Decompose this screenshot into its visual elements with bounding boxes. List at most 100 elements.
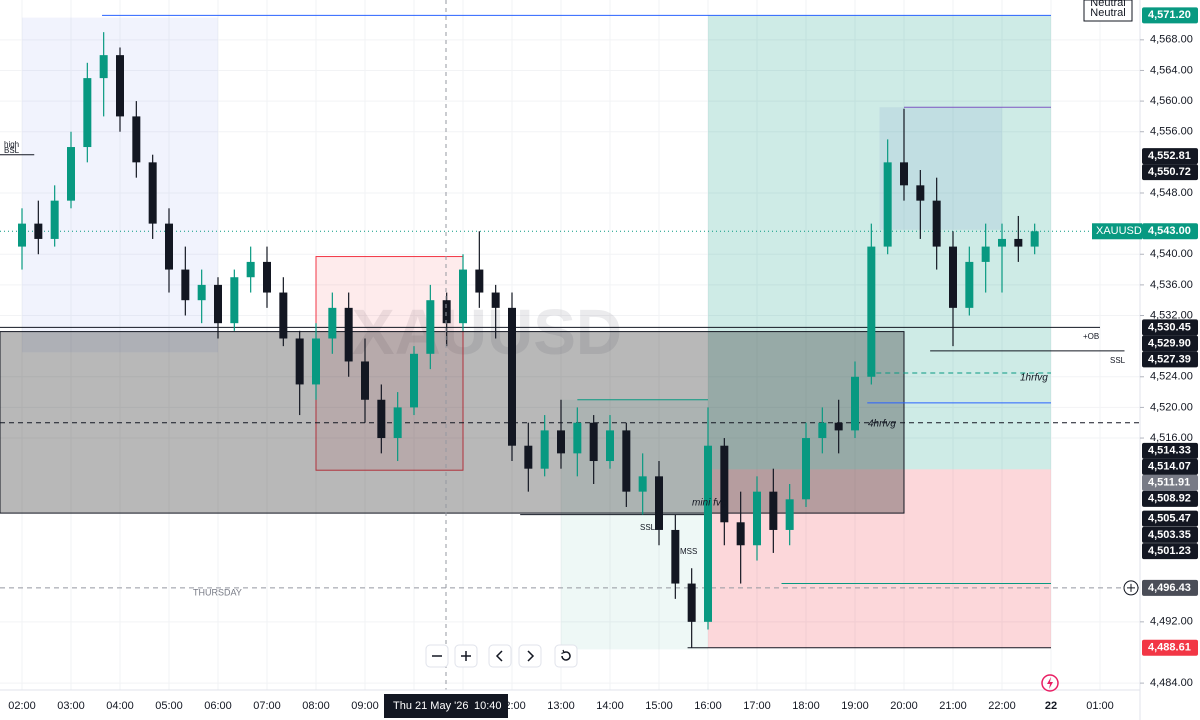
x-tick-label: 19:00: [841, 700, 869, 712]
annotation: high: [4, 140, 19, 149]
x-tick-label: 03:00: [57, 700, 85, 712]
price-tag: [1142, 543, 1198, 560]
price-tag: [1142, 223, 1198, 240]
candle-body: [834, 422, 843, 431]
price-tag-label: 4,505.47: [1148, 513, 1191, 525]
candle-body: [916, 185, 925, 201]
levels: [0, 14, 1140, 649]
x-tick-label: 21:00: [939, 700, 967, 712]
price-tag: [1142, 148, 1198, 165]
candle-body: [589, 422, 598, 462]
price-tag-label: 4,514.07: [1148, 461, 1191, 473]
price-tag-label: 4,501.23: [1148, 545, 1191, 557]
annotation: SSL: [1110, 356, 1126, 365]
candle-body: [214, 284, 222, 324]
candle-body: [622, 430, 631, 492]
y-tick-label: 4,548.00: [1150, 187, 1193, 199]
price-tag-label: 4,530.45: [1148, 321, 1191, 333]
y-tick-label: 4,568.00: [1150, 34, 1193, 46]
candle-body: [393, 407, 402, 439]
candle-body: [230, 277, 239, 324]
candle-body: [720, 445, 729, 523]
candles: [18, 32, 1039, 648]
candle-body: [50, 200, 59, 239]
candle-body: [998, 238, 1006, 247]
price-tag-label: 4,529.90: [1148, 337, 1191, 349]
candle-body: [165, 223, 173, 270]
zone: [708, 469, 1051, 648]
candle-body: [965, 261, 974, 308]
candle-body: [377, 399, 386, 439]
x-tick-label: 09:00: [351, 700, 379, 712]
price-tag: [1142, 442, 1198, 459]
candle-body: [557, 430, 565, 454]
y-tick-label: 4,484.00: [1150, 677, 1193, 689]
candle-body: [949, 246, 957, 308]
price-tag: [1142, 458, 1198, 475]
crosshair-add-icon: [1127, 583, 1135, 592]
candle-body: [900, 162, 908, 186]
scroll-left-button[interactable]: [488, 644, 512, 668]
annotation: mini fvg: [692, 498, 727, 509]
y-tick-label: 4,524.00: [1150, 371, 1193, 383]
plot-area: XAUUSD high BSL +OB SSL 1hrfvg 4hrfvg mi…: [0, 0, 1140, 690]
y-tick-label: 4,532.00: [1150, 309, 1193, 321]
x-tick-label: 22: [1045, 700, 1057, 712]
candle-body: [736, 522, 745, 546]
scroll-right-button[interactable]: [518, 644, 542, 668]
candle-body: [410, 353, 418, 408]
annotation: 1hrfvg: [1020, 373, 1048, 384]
candle-body: [99, 55, 108, 79]
zoom-in-button[interactable]: [454, 644, 478, 668]
annotation: 4hrfvg: [868, 419, 896, 430]
y-tick-label: 4,536.00: [1150, 279, 1193, 291]
candle-body: [818, 422, 827, 439]
price-tag: [1142, 351, 1198, 368]
price-tag: [1142, 490, 1198, 507]
price-tag-label: 4,552.81: [1148, 150, 1191, 162]
axes: 4,568.00 4,564.00 4,560.00 4,556.00 4,548.00…: [8, 34, 1193, 712]
price-tag-label: 4,571.20: [1148, 9, 1191, 21]
x-tick-label: 02:00: [8, 700, 36, 712]
annotation: MSS: [680, 547, 697, 556]
candle-body: [148, 162, 157, 224]
candle-body: [18, 223, 26, 247]
x-tick-label: 05:00: [155, 700, 183, 712]
candle-body: [883, 162, 892, 247]
candle-body: [181, 269, 190, 301]
x-tick-label: 08:00: [302, 700, 330, 712]
indicator-label: Neutral: [1090, 0, 1125, 9]
x-tick-label: 13:00: [547, 700, 575, 712]
annotation: +OB: [1083, 332, 1099, 341]
reset-button[interactable]: [554, 644, 578, 668]
y-tick-label: 4,492.00: [1150, 616, 1193, 628]
candle-body: [67, 147, 75, 201]
price-tag-label: 4,543.00: [1148, 225, 1191, 237]
candle-body: [785, 499, 794, 530]
x-tick-label: 22:00: [988, 700, 1016, 712]
candle-body: [132, 116, 141, 163]
x-tick-label: 17:00: [743, 700, 771, 712]
x-tick-label: 16:00: [694, 700, 722, 712]
zoom-out-button[interactable]: [425, 644, 449, 668]
x-tick-label: 01:00: [1086, 700, 1114, 712]
price-tag: [1142, 7, 1198, 24]
price-tag-label: 4,508.92: [1148, 493, 1191, 505]
zone: [561, 399, 708, 650]
y-tick-label: 4,556.00: [1150, 126, 1193, 138]
alert-icon[interactable]: [1041, 674, 1059, 692]
symbol-tag: [1092, 223, 1142, 240]
candle-body: [851, 376, 859, 431]
y-tick-label: 4,560.00: [1150, 95, 1193, 107]
price-tag-label: 4,527.39: [1148, 353, 1191, 365]
annotation: THURSDAY: [193, 587, 242, 597]
indicator-box: [1083, 0, 1133, 22]
price-tag-label: 4,514.33: [1148, 445, 1191, 457]
candle-body: [573, 422, 582, 454]
annotation: BSL: [4, 146, 20, 155]
candle-body: [459, 269, 467, 324]
x-tick-label: 18:00: [792, 700, 820, 712]
crosshair-time: 10:40: [474, 700, 502, 712]
